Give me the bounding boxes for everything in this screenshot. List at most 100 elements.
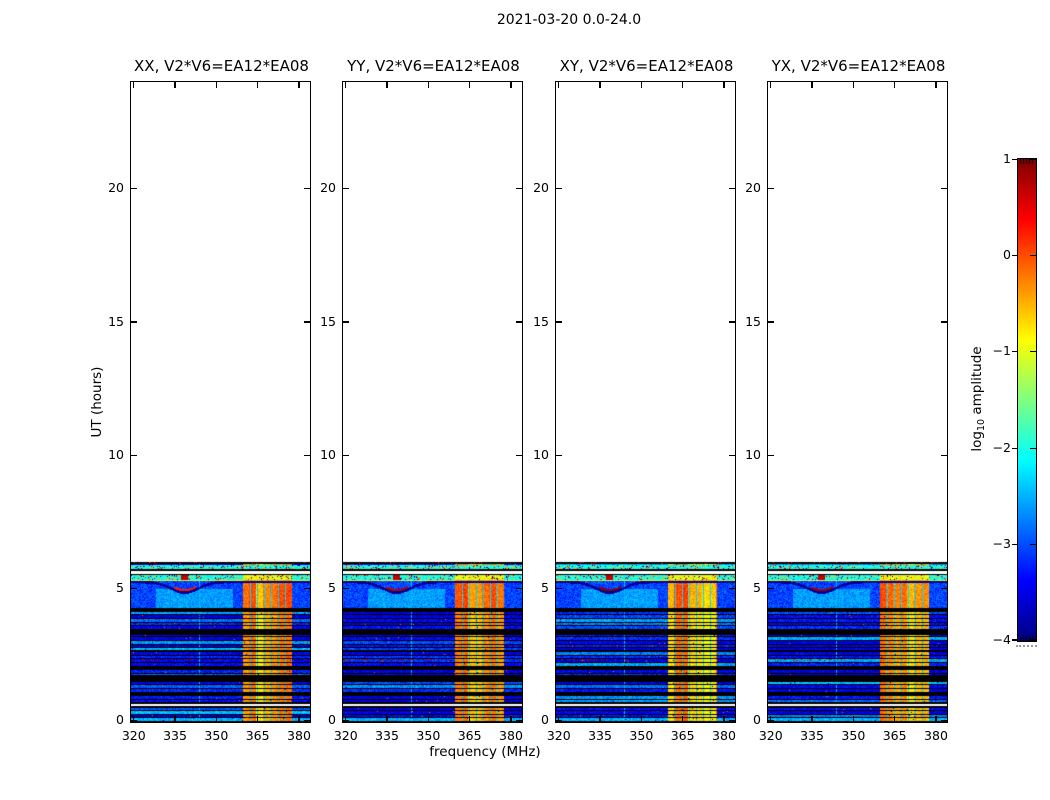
y-tick [304,187,310,190]
x-tick-label: 365 [245,728,270,743]
y-tick [343,719,349,722]
x-tick [386,82,388,88]
y-tick [343,454,349,457]
colorbar-tick [1030,543,1036,546]
y-tick [131,187,137,190]
x-tick [215,716,218,722]
x-tick-label: 320 [758,728,783,743]
x-tick [510,82,512,88]
y-tick [304,719,310,722]
x-tick-label: 335 [588,728,612,743]
x-tick [174,82,176,88]
y-tick [729,187,735,190]
colorbar-tick [1012,159,1018,161]
x-tick [811,82,813,88]
x-tick-label: 320 [333,728,358,743]
y-tick [729,321,735,323]
y-tick [768,187,774,190]
x-tick [681,716,684,722]
y-tick [343,187,349,190]
colorbar-extend-dots [1016,645,1037,647]
x-tick [935,82,937,88]
colorbar-tick [1012,543,1018,546]
y-tick [941,719,947,722]
x-tick [723,82,725,88]
y-tick-label: 5 [328,580,336,596]
colorbar-tick [1012,447,1018,449]
colorbar-label-prefix: log [969,431,985,452]
panel-title: XY, V2*V6=EA12*EA08 [559,57,734,75]
y-tick [304,321,310,323]
y-tick [556,719,562,722]
x-tick-label: 335 [163,728,187,743]
spectrogram-canvas-yy [343,82,522,722]
x-tick [256,82,259,88]
x-tick [298,716,300,722]
y-tick-label: 0 [541,712,549,728]
panel-box-yx: YX, V2*V6=EA12*EA08 320 335 350 365 380 0 5 10 15… [745,57,948,743]
colorbar-gradient-canvas [1018,159,1036,641]
colorbar-tick [1030,639,1036,641]
y-tick-label: 15 [745,313,761,329]
colorbar-tick-label: 1 [1003,151,1011,167]
y-tick [556,321,562,323]
y-tick-label: 0 [328,712,336,728]
x-tick [811,716,813,722]
x-tick [215,82,218,88]
colorbar-tick [1030,351,1036,353]
panel-box-xy: XY, V2*V6=EA12*EA08 320 335 350 365 380 0 5 10 15… [533,57,736,743]
colorbar-tick-label: −1 [992,343,1011,359]
x-tick [723,716,725,722]
y-tick [516,587,522,590]
y-tick [941,321,947,323]
y-tick-label: 10 [745,446,761,462]
y-tick-label: 20 [533,180,549,196]
figure-title: 2021-03-20 0.0-24.0 [496,12,642,28]
y-tick [729,587,735,590]
y-tick [304,454,310,457]
y-tick [131,719,137,722]
y-tick-label: 5 [753,580,761,596]
y-tick-label: 5 [541,580,549,596]
x-tick-label: 365 [457,728,482,743]
y-tick [304,587,310,590]
colorbar-tick [1012,351,1018,353]
x-tick [681,82,684,88]
y-tick [941,587,947,590]
x-tick [510,716,512,722]
x-axis-label: frequency (MHz) [429,744,541,760]
y-tick [516,321,522,323]
x-tick-label: 350 [204,728,229,743]
y-tick [768,321,774,323]
y-tick [516,719,522,722]
x-tick [133,716,135,722]
x-tick [386,716,388,722]
x-tick-label: 335 [800,728,824,743]
y-tick-label: 20 [320,180,336,196]
y-tick [556,187,562,190]
colorbar-tick [1030,254,1036,257]
y-tick [343,321,349,323]
x-tick [468,82,471,88]
x-tick [427,82,430,88]
y-tick [516,454,522,457]
colorbar-tick-label: −2 [992,439,1011,455]
x-tick [852,82,855,88]
x-tick [852,716,855,722]
y-axis-label: UT (hours) [89,366,105,438]
x-tick-label: 320 [546,728,571,743]
x-tick-label: 335 [375,728,399,743]
y-tick [131,321,137,323]
y-tick [941,187,947,190]
x-tick [345,716,347,722]
x-tick-label: 350 [841,728,866,743]
spectrogram-canvas-xy [556,82,735,722]
x-tick-label: 365 [670,728,695,743]
x-tick-label: 380 [499,728,523,743]
colorbar-tick [1012,639,1018,641]
x-tick [893,716,896,722]
y-tick [768,719,774,722]
spectrogram-canvas-xx [131,82,310,722]
colorbar-label: log10 amplitude [969,314,987,484]
